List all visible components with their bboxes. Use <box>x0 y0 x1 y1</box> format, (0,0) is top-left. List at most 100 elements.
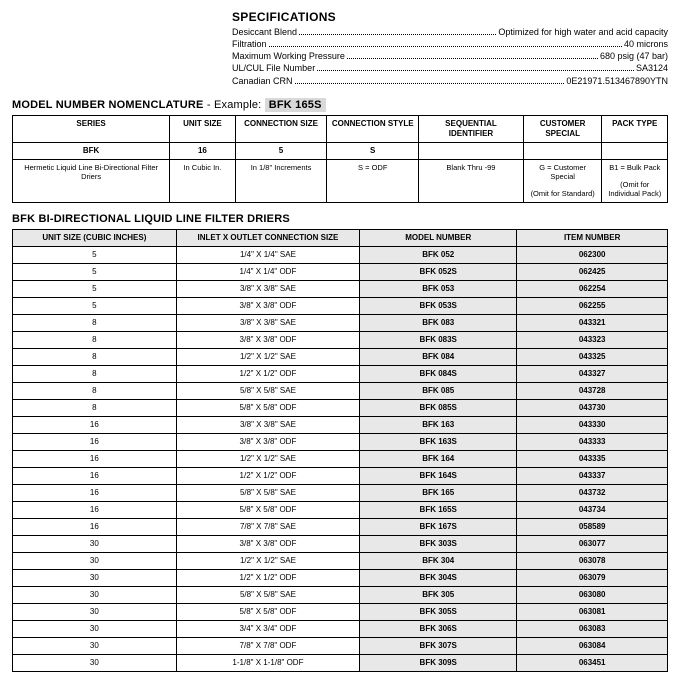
drier-cell: 7/8" X 7/8" SAE <box>176 518 359 535</box>
drier-cell: 16 <box>13 450 177 467</box>
drier-cell: BFK 052S <box>360 263 517 280</box>
nomen-desc-cell: Blank Thru -99 <box>419 159 524 202</box>
drier-cell: 16 <box>13 467 177 484</box>
table-row: 301-1/8" X 1-1/8" ODFBFK 309S063451 <box>13 654 668 671</box>
spec-row: Maximum Working Pressure680 psig (47 bar… <box>232 50 668 62</box>
drier-cell: 16 <box>13 518 177 535</box>
table-row: 51/4" X 1/4" SAEBFK 052062300 <box>13 246 668 263</box>
table-row: 301/2" X 1/2" ODFBFK 304S063079 <box>13 569 668 586</box>
spec-leader <box>317 65 634 71</box>
table-row: 163/8" X 3/8" ODFBFK 163S043333 <box>13 433 668 450</box>
spec-label: UL/CUL File Number <box>232 62 315 74</box>
drier-cell: 063083 <box>517 620 668 637</box>
drier-cell: 043337 <box>517 467 668 484</box>
drier-cell: 1/2" X 1/2" SAE <box>176 450 359 467</box>
spec-row: Canadian CRN 0E21971.513467890YTN <box>232 75 668 87</box>
spec-leader <box>269 41 622 47</box>
nomen-cell <box>419 142 524 159</box>
drier-cell: 1/4" X 1/4" ODF <box>176 263 359 280</box>
table-row: 81/2" X 1/2" ODFBFK 084S043327 <box>13 365 668 382</box>
drier-cell: 5 <box>13 263 177 280</box>
table-row: 53/8" X 3/8" ODFBFK 053S062255 <box>13 297 668 314</box>
table-row: 83/8" X 3/8" ODFBFK 083S043323 <box>13 331 668 348</box>
nomen-col-header: CONNECTION STYLE <box>327 115 419 142</box>
drier-cell: BFK 052 <box>360 246 517 263</box>
drier-cell: 30 <box>13 620 177 637</box>
nomen-cell: S <box>327 142 419 159</box>
table-row: 303/4" X 3/4" ODFBFK 306S063083 <box>13 620 668 637</box>
drier-cell: 063077 <box>517 535 668 552</box>
drier-cell: 062255 <box>517 297 668 314</box>
drier-cell: 5 <box>13 246 177 263</box>
drier-cell: 16 <box>13 433 177 450</box>
drier-cell: 043330 <box>517 416 668 433</box>
drier-cell: 1-1/8" X 1-1/8" ODF <box>176 654 359 671</box>
drier-cell: BFK 305S <box>360 603 517 620</box>
drier-cell: 5/8" X 5/8" ODF <box>176 603 359 620</box>
nomen-cell: 5 <box>235 142 327 159</box>
drier-cell: 3/8" X 3/8" SAE <box>176 314 359 331</box>
drier-cell: 043333 <box>517 433 668 450</box>
table-row: 85/8" X 5/8" SAEBFK 085043728 <box>13 382 668 399</box>
nomen-head-bold: MODEL NUMBER NOMENCLATURE <box>12 99 204 111</box>
spec-label: Canadian CRN <box>232 75 293 87</box>
drier-cell: 8 <box>13 399 177 416</box>
drier-cell: 043323 <box>517 331 668 348</box>
table-row: 161/2" X 1/2" ODFBFK 164S043337 <box>13 467 668 484</box>
drier-cell: 16 <box>13 416 177 433</box>
spec-leader <box>295 77 565 83</box>
drier-cell: 1/2" X 1/2" SAE <box>176 348 359 365</box>
drier-cell: 058589 <box>517 518 668 535</box>
drier-cell: 3/8" X 3/8" ODF <box>176 535 359 552</box>
table-row: 303/8" X 3/8" ODFBFK 303S063077 <box>13 535 668 552</box>
table-row: 83/8" X 3/8" SAEBFK 083043321 <box>13 314 668 331</box>
nomen-col-header: SEQUENTIAL IDENTIFIER <box>419 115 524 142</box>
nomen-col-header: PACK TYPE <box>602 115 668 142</box>
drier-cell: 5 <box>13 280 177 297</box>
nomen-cell: 16 <box>170 142 236 159</box>
drier-cell: BFK 309S <box>360 654 517 671</box>
spec-label: Filtration <box>232 38 267 50</box>
spec-value: 0E21971.513467890YTN <box>566 75 668 87</box>
table-row: 305/8" X 5/8" SAEBFK 305063080 <box>13 586 668 603</box>
drier-cell: BFK 306S <box>360 620 517 637</box>
drier-cell: 30 <box>13 637 177 654</box>
table-row: 305/8" X 5/8" ODFBFK 305S063081 <box>13 603 668 620</box>
drier-cell: BFK 165S <box>360 501 517 518</box>
nomen-cell <box>602 142 668 159</box>
spec-label: Maximum Working Pressure <box>232 50 345 62</box>
drier-cell: BFK 305 <box>360 586 517 603</box>
spec-row: UL/CUL File NumberSA3124 <box>232 62 668 74</box>
drier-cell: 8 <box>13 314 177 331</box>
drier-cell: 30 <box>13 586 177 603</box>
drier-cell: BFK 085 <box>360 382 517 399</box>
table-row: 51/4" X 1/4" ODFBFK 052S062425 <box>13 263 668 280</box>
drier-cell: BFK 083 <box>360 314 517 331</box>
drier-cell: 1/2" X 1/2" ODF <box>176 467 359 484</box>
drier-cell: 8 <box>13 382 177 399</box>
table-row: 165/8" X 5/8" SAEBFK 165043732 <box>13 484 668 501</box>
drier-cell: 3/8" X 3/8" SAE <box>176 416 359 433</box>
table-row: 85/8" X 5/8" ODFBFK 085S043730 <box>13 399 668 416</box>
driers-table: UNIT SIZE (CUBIC INCHES)INLET X OUTLET C… <box>12 229 668 672</box>
spec-value: Optimized for high water and acid capaci… <box>498 26 668 38</box>
drier-cell: BFK 084S <box>360 365 517 382</box>
drier-cell: BFK 083S <box>360 331 517 348</box>
nomen-desc-cell: In Cubic In. <box>170 159 236 202</box>
drier-cell: BFK 163 <box>360 416 517 433</box>
table-row: 81/2" X 1/2" SAEBFK 084043325 <box>13 348 668 365</box>
table-row: 165/8" X 5/8" ODFBFK 165S043734 <box>13 501 668 518</box>
drier-cell: 8 <box>13 365 177 382</box>
spec-title: SPECIFICATIONS <box>232 10 668 24</box>
drier-cell: BFK 304S <box>360 569 517 586</box>
drier-cell: 30 <box>13 569 177 586</box>
drier-cell: 16 <box>13 501 177 518</box>
table-row: 53/8" X 3/8" SAEBFK 053062254 <box>13 280 668 297</box>
drier-cell: 5 <box>13 297 177 314</box>
drier-cell: BFK 053 <box>360 280 517 297</box>
drier-cell: 30 <box>13 654 177 671</box>
drier-cell: BFK 084 <box>360 348 517 365</box>
drier-cell: 043732 <box>517 484 668 501</box>
drier-col-header: UNIT SIZE (CUBIC INCHES) <box>13 229 177 246</box>
drier-cell: BFK 164S <box>360 467 517 484</box>
